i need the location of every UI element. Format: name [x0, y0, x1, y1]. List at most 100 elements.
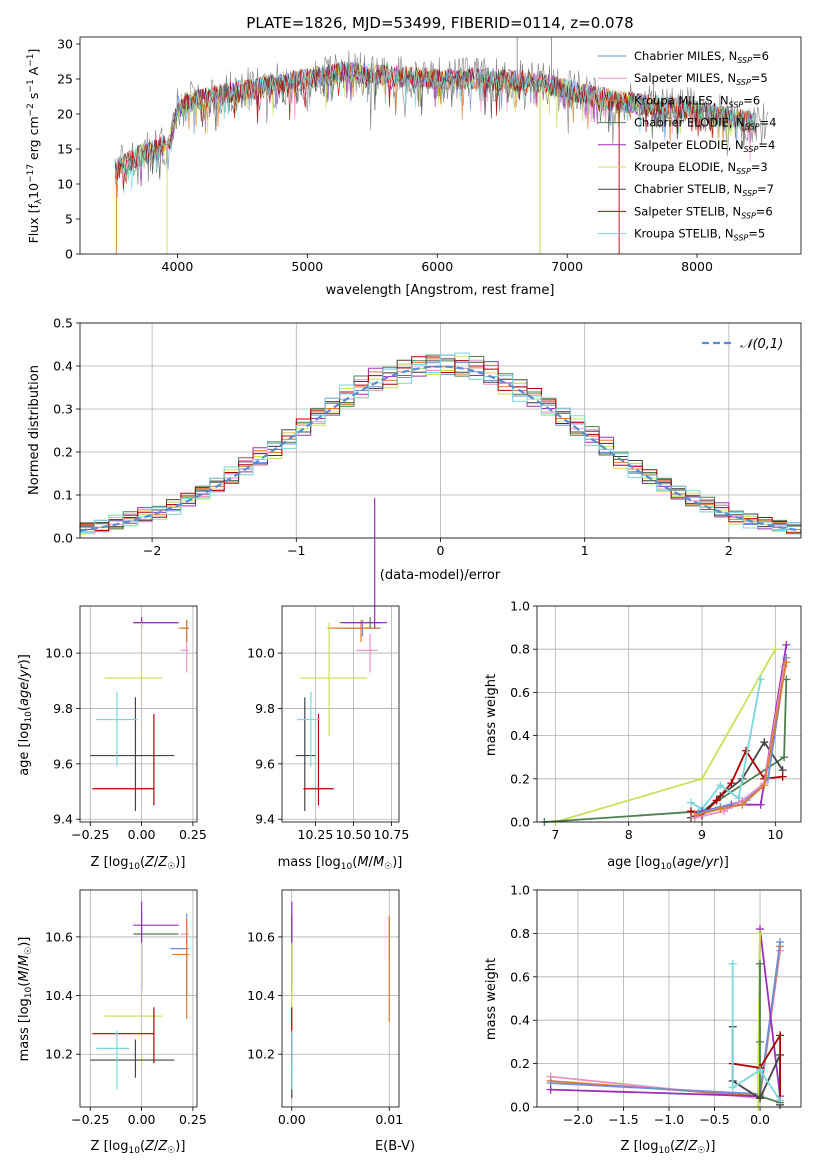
weight-line	[732, 1032, 781, 1101]
legend-label: Salpeter MILES, NSSP=5	[634, 71, 768, 87]
weight-marker	[712, 796, 721, 805]
weight_vs_age-ytick-label: 1.0	[510, 599, 530, 614]
weight-marker	[771, 645, 780, 654]
weight-marker	[756, 959, 765, 968]
legend-label-sub: SSP	[742, 189, 757, 198]
mass-z-ylabel: mass [log10(M/M☉)]	[17, 937, 34, 1062]
legend-label-text: Chabrier ELODIE, N	[634, 116, 745, 130]
mass_vs_ebv-xtick-label: 0.01	[375, 1112, 403, 1127]
legend-label: Salpeter ELODIE, NSSP=4	[634, 138, 775, 154]
mass_vs_Z-xtick-label: −0.25	[71, 1112, 109, 1127]
mass_vs_ebv-axes: 0.00 0.01 10.2 10.4 10.6	[247, 889, 403, 1127]
residuals-ytick-label: 0.4	[53, 359, 73, 374]
weight-marker	[782, 640, 791, 649]
weight-marker	[760, 781, 769, 790]
legend-label: Kroupa ELODIE, NSSP=3	[634, 160, 768, 176]
spectrum-frame	[79, 36, 802, 255]
weight_vs_Z-xtick-label: 0.0	[750, 1112, 770, 1127]
age_vs_mass-frame	[281, 605, 400, 823]
age-mass-xlabel: mass [log10(M/M☉)]	[278, 855, 403, 872]
age_vs_mass-xtick-label: 10.75	[374, 827, 410, 842]
legend-label-tail: =6	[743, 93, 760, 107]
age-z-ylabel: age [log10(age/yr)]	[17, 654, 34, 776]
residuals-ylabel: Normed distribution	[27, 365, 42, 495]
legend-label-sub: SSP	[734, 234, 749, 243]
mass_vs_Z-ytick-label: 10.2	[45, 1047, 73, 1062]
residuals-xtick-label: −2	[143, 543, 161, 558]
weight-marker	[776, 1096, 785, 1105]
age_vs_Z-ytick-label: 9.4	[53, 812, 73, 827]
legend-label-sub: SSP	[729, 100, 744, 109]
spectrum-xtick-label: 7000	[551, 259, 583, 274]
weight_vs_age-ytick-label: 0.8	[510, 642, 530, 657]
legend-label-tail: =4	[758, 138, 775, 152]
legend-label-text: Salpeter STELIB, N	[634, 204, 741, 218]
weight-z-ylabel: mass weight	[484, 958, 499, 1040]
weight-age-ylabel: mass weight	[484, 674, 499, 756]
age_vs_mass-xtick-label: 10.25	[298, 827, 334, 842]
weight_vs_age-ytick-label: 0.4	[510, 728, 530, 743]
legend-label-gaussian: 𝒩(0,1)	[740, 337, 783, 352]
age_vs_Z-frame	[79, 605, 198, 823]
weight-marker	[687, 807, 695, 816]
legend-label-tail: =4	[760, 116, 777, 130]
legend-label: Kroupa MILES, NSSP=6	[634, 93, 760, 109]
weight-marker	[738, 800, 747, 809]
weight_vs_Z-axes: −2.0 −1.5 −1.0 −0.5 0.0 0.0 0.2 0.4 0.6 0.8 1.0	[510, 883, 802, 1127]
weight_vs_Z-frame	[536, 889, 802, 1108]
spectrum-ytick-label: 25	[57, 72, 73, 87]
residuals-ytick-label: 0.3	[53, 402, 73, 417]
spectrum-model-line	[114, 61, 756, 180]
weight_vs_Z-xtick-label: −1.0	[654, 1112, 684, 1127]
legend-label: Chabrier STELIB, NSSP=7	[634, 182, 774, 198]
weight-marker	[780, 753, 789, 762]
mass_vs_ebv-xtick-label: 0.00	[278, 1112, 306, 1127]
weight-marker	[687, 798, 695, 807]
mass_vs_Z-xtick-label: 0.25	[179, 1112, 207, 1127]
weight-marker	[776, 1031, 785, 1040]
weight-line	[759, 963, 781, 1104]
spectrum-ytick-label: 15	[57, 142, 73, 157]
spectrum-xtick-label: 4000	[162, 259, 194, 274]
age_vs_mass-axes: 10.25 10.50 10.75 9.4 9.6 9.8 10.0	[247, 498, 409, 842]
weight_vs_Z-ytick-label: 0.8	[510, 926, 530, 941]
histogram-kroupa-stelib	[79, 352, 801, 538]
residuals-xtick-label: 2	[725, 543, 733, 558]
spectrum-xlabel: wavelength [Angstrom, rest frame]	[326, 283, 555, 298]
spectrum-ytick-label: 10	[57, 177, 73, 192]
weight-marker	[760, 738, 769, 747]
weight-marker	[728, 959, 737, 968]
age_vs_mass-ytick-label: 9.6	[255, 756, 275, 771]
spectrum-model-line	[114, 61, 756, 190]
legend-label-sub: SSP	[736, 78, 751, 87]
weight_vs_Z-ytick-label: 1.0	[510, 883, 530, 898]
residuals-xlabel: (data-model)/error	[380, 568, 501, 583]
legend-label-tail: =5	[748, 227, 765, 241]
age_vs_Z-ytick-label: 9.8	[53, 701, 73, 716]
weight-age-xlabel: age [log10(age/yr)]	[607, 855, 729, 872]
weight_vs_Z-ytick-label: 0.4	[510, 1013, 530, 1028]
weight_vs_age-xtick-label: 9	[698, 827, 706, 842]
residuals-ytick-label: 0.5	[53, 316, 73, 331]
legend-label-tail: =5	[751, 71, 768, 85]
weight_vs_age-xtick-label: 7	[551, 827, 559, 842]
weight-marker	[716, 805, 725, 814]
spectrum-ytick-label: 5	[65, 212, 73, 227]
weight_vs_Z-ytick-label: 0.6	[510, 969, 530, 984]
spectrum-xtick-label: 6000	[421, 259, 453, 274]
spectrum-xtick-label: 5000	[291, 259, 323, 274]
age_vs_Z-axes: −0.25 0.00 0.25 9.4 9.6 9.8 10.0	[45, 605, 207, 842]
mass_vs_ebv-frame	[281, 889, 400, 1108]
weight-marker	[546, 1085, 555, 1094]
age_vs_Z-ytick-label: 10.0	[45, 646, 73, 661]
weight-line	[544, 679, 788, 823]
legend-label-text: Salpeter ELODIE, N	[634, 138, 744, 152]
age-z-xlabel: Z [log10(Z/Z☉)]	[91, 855, 186, 872]
weight-marker	[742, 746, 750, 755]
weight-marker	[780, 662, 789, 671]
mass_vs_ebv-ytick-label: 10.4	[247, 988, 275, 1003]
legend-label-text: Chabrier STELIB, N	[634, 182, 742, 196]
weight_vs_Z-xtick-label: −1.5	[608, 1112, 638, 1127]
ebv-xlabel: E(B-V)	[375, 1139, 415, 1154]
age_vs_mass-ytick-label: 9.8	[255, 701, 275, 716]
